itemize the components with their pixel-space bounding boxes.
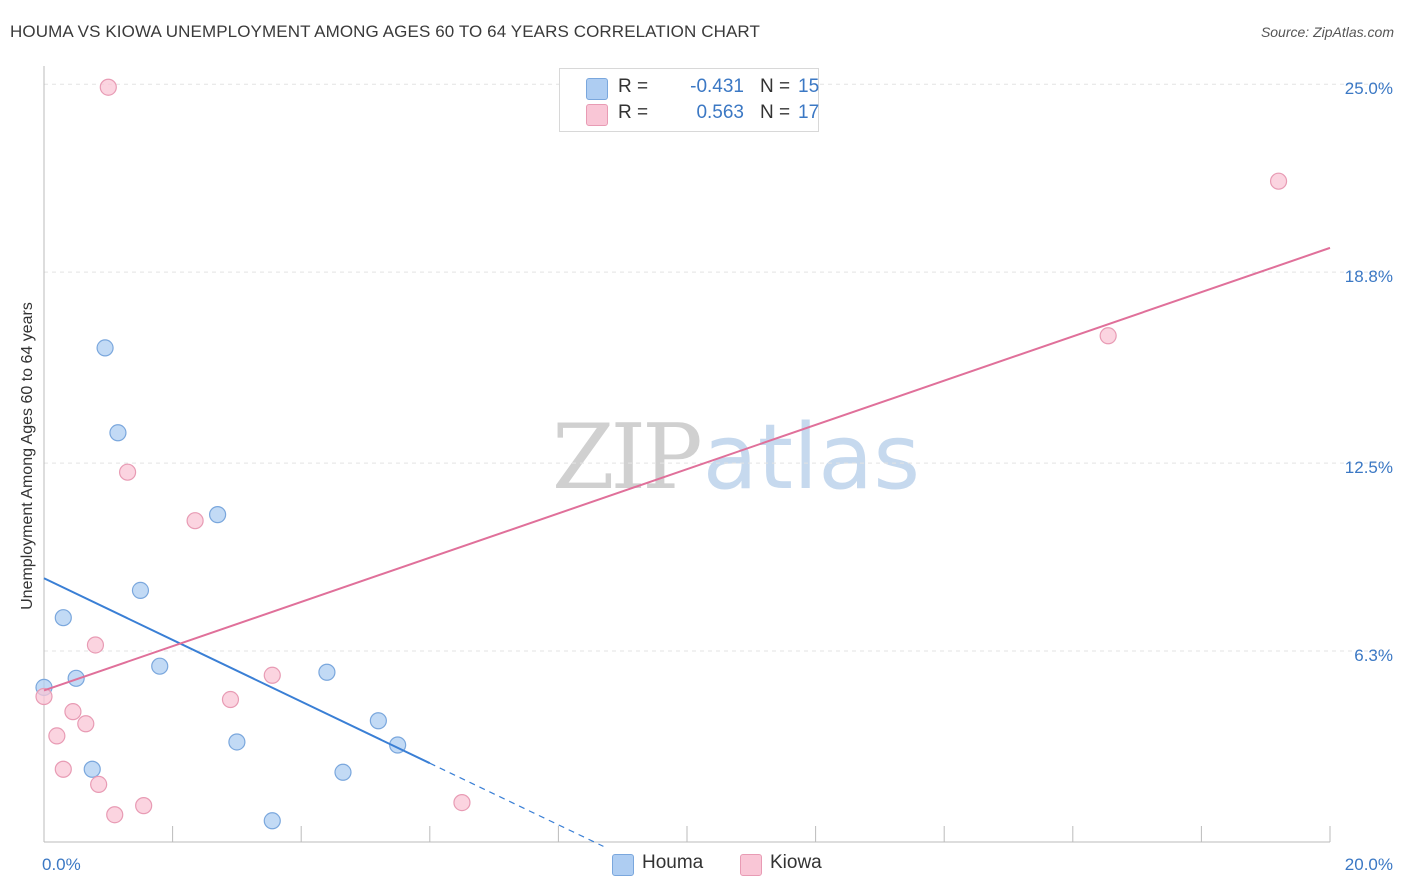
legend-r-value: -0.431 bbox=[690, 76, 744, 97]
legend-n-label: N = bbox=[760, 102, 791, 123]
point-houma bbox=[96, 339, 114, 357]
watermark: ZIPatlas bbox=[552, 405, 920, 510]
series-swatch-kiowa bbox=[740, 854, 762, 876]
point-houma bbox=[209, 506, 227, 524]
point-kiowa bbox=[221, 690, 240, 709]
point-houma bbox=[109, 424, 127, 442]
point-kiowa bbox=[77, 715, 95, 733]
point-houma bbox=[67, 669, 85, 687]
point-kiowa bbox=[86, 636, 105, 654]
point-kiowa bbox=[64, 703, 82, 721]
correlation-legend: R = -0.431 N = 15 R = 0.563 N = 17 bbox=[559, 68, 819, 132]
x-tick-label: 20.0% bbox=[1345, 855, 1393, 874]
point-houma bbox=[83, 760, 101, 778]
series-label-houma: Houma bbox=[642, 852, 704, 873]
point-kiowa bbox=[54, 760, 72, 778]
point-kiowa bbox=[35, 687, 53, 706]
point-kiowa bbox=[90, 775, 108, 794]
trendline-kiowa bbox=[43, 246, 1331, 692]
point-kiowa bbox=[118, 463, 137, 481]
x-tick-label: 0.0% bbox=[42, 855, 81, 874]
point-houma bbox=[369, 712, 387, 730]
legend-n-value: 17 bbox=[798, 102, 820, 123]
point-kiowa bbox=[453, 793, 471, 812]
legend-n-value: 15 bbox=[798, 76, 820, 97]
point-kiowa bbox=[1099, 327, 1117, 345]
point-kiowa bbox=[99, 78, 117, 96]
point-houma bbox=[54, 609, 72, 627]
y-tick-label: 18.8% bbox=[1345, 267, 1393, 286]
legend-r-label: R = bbox=[618, 102, 649, 123]
y-tick-label: 6.3% bbox=[1354, 646, 1393, 665]
point-kiowa bbox=[106, 806, 124, 824]
series-swatch-houma bbox=[612, 854, 634, 876]
point-houma bbox=[263, 812, 281, 830]
point-kiowa bbox=[1269, 172, 1288, 190]
legend-swatch-houma bbox=[586, 78, 608, 100]
watermark-zip: ZIP bbox=[552, 405, 703, 510]
trendline-houma bbox=[43, 577, 431, 765]
legend-r-label: R = bbox=[618, 76, 649, 97]
point-houma bbox=[318, 663, 336, 681]
point-kiowa bbox=[186, 512, 204, 530]
point-kiowa bbox=[263, 666, 281, 684]
point-houma bbox=[131, 581, 150, 600]
watermark-atlas: atlas bbox=[702, 405, 921, 510]
legend-r-value: 0.563 bbox=[696, 102, 744, 123]
legend-swatch-kiowa bbox=[586, 104, 608, 126]
source-label: Source: ZipAtlas.com bbox=[1260, 24, 1394, 40]
point-kiowa bbox=[48, 727, 66, 745]
y-tick-label: 25.0% bbox=[1345, 79, 1393, 98]
series-label-kiowa: Kiowa bbox=[770, 852, 822, 873]
point-houma bbox=[228, 733, 246, 751]
point-houma bbox=[151, 657, 169, 675]
point-kiowa bbox=[135, 797, 153, 815]
y-tick-label: 12.5% bbox=[1345, 458, 1393, 477]
legend-n-label: N = bbox=[760, 76, 791, 97]
point-houma bbox=[334, 763, 352, 781]
chart-title: HOUMA VS KIOWA UNEMPLOYMENT AMONG AGES 6… bbox=[10, 22, 760, 41]
